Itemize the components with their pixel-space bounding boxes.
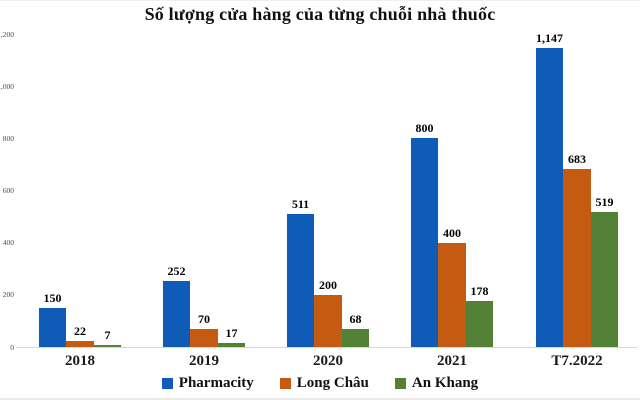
legend-item-an-khang: An Khang xyxy=(394,374,479,392)
legend-series-label: Long Châu xyxy=(296,374,369,391)
bar-value-label: 22 xyxy=(74,324,86,339)
x-axis-category-label: 2018 xyxy=(65,353,95,369)
legend-color-swatch xyxy=(161,377,173,389)
bar-pharmacity-t7-2022 xyxy=(535,47,564,347)
bar-value-label: 252 xyxy=(167,264,186,279)
x-axis-category-label: 2021 xyxy=(437,353,467,369)
x-axis-line xyxy=(16,346,637,348)
bar-value-label: 70 xyxy=(198,311,210,326)
bar-value-label: 68 xyxy=(349,312,362,327)
y-axis-tick-label: 1,200 xyxy=(0,29,14,39)
chart-title: Số lượng cửa hàng của từng chuỗi nhà thu… xyxy=(144,4,496,24)
bar-value-label: 800 xyxy=(415,121,434,136)
bar-value-label: 150 xyxy=(43,290,62,305)
bar-an-khang-2020 xyxy=(341,329,370,347)
y-axis-tick-label: 400 xyxy=(2,238,14,248)
bar-an-khang-2018 xyxy=(93,345,122,347)
bar-an-khang-t7-2022 xyxy=(590,211,619,347)
y-axis-tick-label: 0 xyxy=(10,342,14,352)
bar-an-khang-2021 xyxy=(465,300,494,347)
y-axis-tick-label: 800 xyxy=(2,133,14,143)
bar-value-label: 511 xyxy=(291,196,310,211)
bar-value-label: 7 xyxy=(104,328,111,343)
bar-pharmacity-2020 xyxy=(286,213,315,347)
bar-long-ch-u-t7-2022 xyxy=(563,168,591,347)
legend-item-pharmacity: Pharmacity xyxy=(161,374,254,392)
y-axis-tick-label: 1,000 xyxy=(0,81,14,91)
x-axis-category-label: 2019 xyxy=(189,353,219,369)
bar-an-khang-2019 xyxy=(217,342,246,347)
x-axis-category-label: T7.2022 xyxy=(551,353,603,369)
legend-series-label: An Khang xyxy=(411,374,479,391)
bar-value-label: 200 xyxy=(319,277,337,292)
bar-value-label: 1,147 xyxy=(536,30,563,45)
bar-pharmacity-2019 xyxy=(162,281,191,347)
legend-series-label: Pharmacity xyxy=(178,374,254,391)
bar-value-label: 17 xyxy=(225,325,238,340)
bar-value-label: 683 xyxy=(568,151,586,166)
bar-value-label: 519 xyxy=(595,194,614,209)
legend-item-long-ch-u: Long Châu xyxy=(279,374,369,392)
x-axis-category-label: 2020 xyxy=(313,353,343,369)
bar-pharmacity-2018 xyxy=(38,307,67,347)
bar-value-label: 400 xyxy=(443,225,461,240)
bar-long-ch-u-2021 xyxy=(438,242,466,347)
legend-color-swatch xyxy=(279,377,291,389)
bar-long-ch-u-2019 xyxy=(190,328,218,347)
y-axis-tick-label: 200 xyxy=(2,290,14,300)
legend-color-swatch xyxy=(394,377,406,389)
bar-long-ch-u-2018 xyxy=(66,341,94,347)
bar-pharmacity-2021 xyxy=(410,138,439,347)
chart-legend: Pharmacity Long Châu An Khang xyxy=(0,372,640,394)
bar-value-label: 178 xyxy=(470,283,489,298)
y-axis-tick-label: 600 xyxy=(2,186,14,195)
bar-long-ch-u-2020 xyxy=(314,294,342,347)
